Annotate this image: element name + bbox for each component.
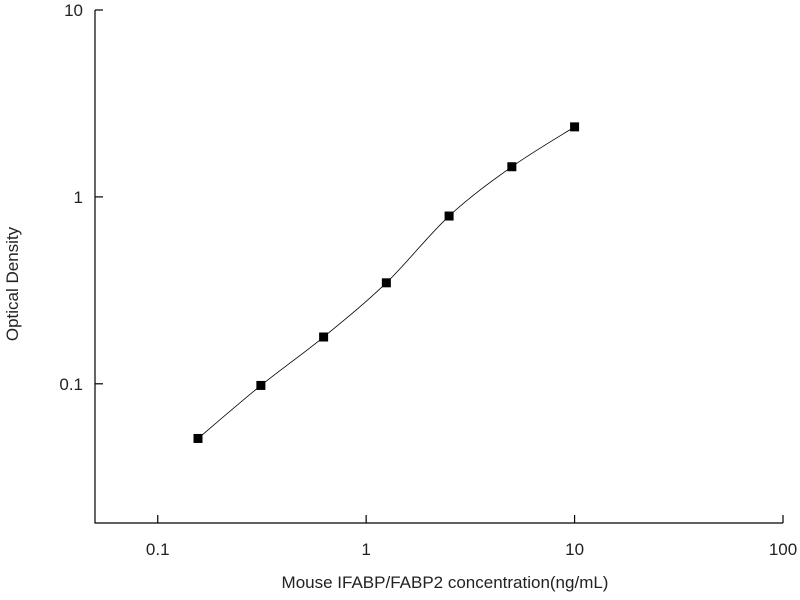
y-tick-label: 1 — [74, 188, 83, 207]
axis-line — [94, 10, 783, 524]
data-point — [381, 278, 391, 288]
y-axis-label: Optical Density — [3, 226, 22, 341]
x-tick-label: 10 — [565, 540, 584, 559]
data-point — [444, 211, 454, 221]
y-tick-label: 10 — [64, 1, 83, 20]
x-tick-label: 1 — [361, 540, 370, 559]
data-point — [319, 332, 329, 342]
data-point — [193, 433, 203, 443]
data-point — [507, 162, 517, 172]
x-tick-label: 100 — [769, 540, 797, 559]
y-tick-label: 0.1 — [59, 375, 83, 394]
x-axis-label: Mouse IFABP/FABP2 concentration(ng/mL) — [282, 573, 609, 592]
data-point — [256, 380, 266, 390]
data-point — [570, 122, 580, 132]
x-tick-label: 0.1 — [146, 540, 170, 559]
